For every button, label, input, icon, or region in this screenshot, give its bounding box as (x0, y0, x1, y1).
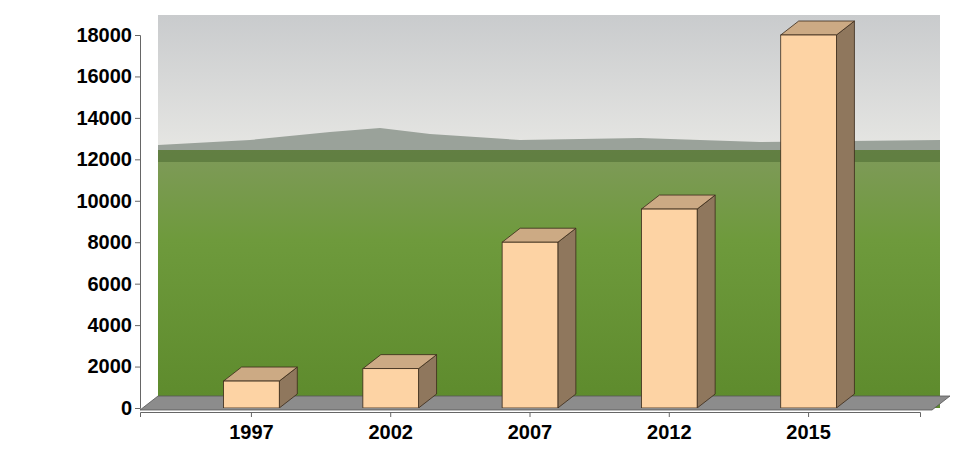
x-tick: 2012 (647, 412, 692, 443)
bar (641, 209, 697, 408)
y-tick-label: 10000 (76, 190, 132, 212)
bar (363, 369, 419, 408)
bar-group (363, 355, 437, 408)
x-tick: 2002 (368, 412, 413, 443)
x-tick-label: 2007 (508, 421, 553, 443)
x-tick-mark (390, 412, 391, 417)
y-tick: 2000 (88, 355, 141, 377)
x-tick-label: 2012 (647, 421, 692, 443)
bar-top (502, 228, 576, 242)
x-tick-label: 1997 (229, 421, 274, 443)
bar-side (558, 228, 576, 408)
y-tick-label: 16000 (76, 65, 132, 87)
x-tick-label: 2002 (368, 421, 413, 443)
x-tick-mark (808, 412, 809, 417)
y-tick: 0 (121, 397, 140, 419)
bar-top (224, 367, 298, 381)
y-tick-label: 0 (121, 397, 132, 419)
y-tick-label: 4000 (88, 314, 133, 336)
y-tick: 6000 (88, 273, 141, 295)
y-tick-mark (135, 367, 140, 368)
y-tick-mark (135, 408, 140, 409)
bar (224, 381, 280, 408)
y-tick-label: 6000 (88, 273, 133, 295)
y-tick: 12000 (76, 148, 140, 170)
y-tick-mark (135, 242, 140, 243)
x-tick: 2007 (508, 412, 553, 443)
bar (502, 242, 558, 408)
x-axis: 1997 2002 2007 2012 2015 (141, 412, 921, 443)
y-tick-label: 12000 (76, 148, 132, 170)
bar-side (836, 21, 854, 408)
y-axis: 0 2000 4000 6000 8000 10000 12000 14000 16000 180… (76, 24, 140, 419)
bar-group (502, 228, 576, 408)
y-tick: 8000 (88, 231, 141, 253)
bar-top (641, 195, 715, 209)
y-tick-label: 18000 (76, 24, 132, 46)
bar-group (641, 195, 715, 408)
x-tick-mark (251, 412, 252, 417)
bar-top (363, 355, 437, 369)
x-tick-label: 2015 (786, 421, 831, 443)
x-tick-mark (669, 412, 670, 417)
chart: 0 2000 4000 6000 8000 10000 12000 14000 16000 180… (0, 0, 965, 468)
y-tick-mark (135, 325, 140, 326)
y-tick-label: 14000 (76, 107, 132, 129)
y-tick-mark (135, 76, 140, 77)
bar (781, 35, 837, 408)
bars (224, 21, 855, 408)
y-tick-mark (135, 284, 140, 285)
y-tick: 4000 (88, 314, 141, 336)
y-tick-mark (135, 159, 140, 160)
y-tick: 10000 (76, 190, 140, 212)
y-tick-label: 8000 (88, 231, 133, 253)
x-tick-mark (530, 412, 531, 417)
background (158, 15, 940, 408)
y-tick-mark (135, 201, 140, 202)
bar-top (781, 21, 855, 35)
y-tick: 18000 (76, 24, 140, 46)
bar-group (224, 367, 298, 408)
y-tick-mark (135, 35, 140, 36)
bar-side (697, 195, 715, 408)
y-tick-label: 2000 (88, 355, 133, 377)
x-axis-line (141, 413, 921, 418)
x-tick: 2015 (786, 412, 831, 443)
x-tick: 1997 (229, 412, 274, 443)
y-axis-line (135, 36, 141, 409)
y-tick-mark (135, 118, 140, 119)
y-tick: 14000 (76, 107, 140, 129)
bar-group (781, 21, 855, 408)
y-tick: 16000 (76, 65, 140, 87)
